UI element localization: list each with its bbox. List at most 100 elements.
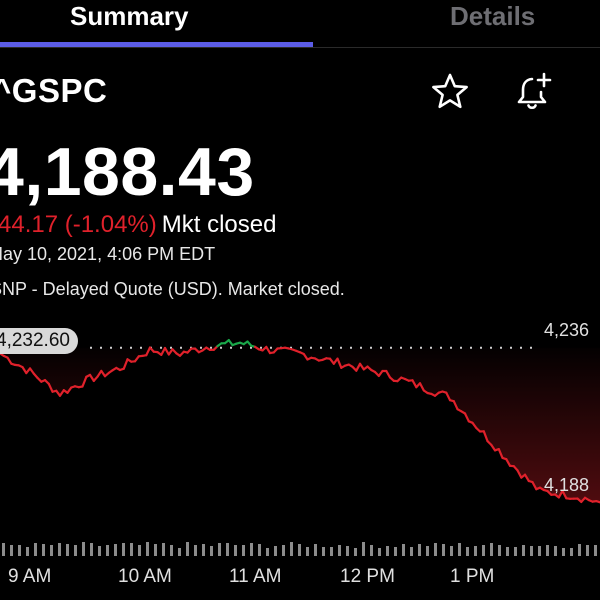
price-line-segment <box>81 375 88 388</box>
price-line-segment <box>122 358 129 370</box>
volume-bar <box>266 548 269 556</box>
tab-summary[interactable]: Summary <box>70 1 189 31</box>
volume-bar <box>42 544 45 556</box>
bell-plus-icon <box>517 72 552 110</box>
volume-bar <box>450 546 453 556</box>
volume-bar <box>322 547 325 556</box>
volume-bar <box>570 548 573 556</box>
volume-bar <box>98 546 101 556</box>
price-line-segment <box>523 473 530 483</box>
volume-bar <box>546 545 549 556</box>
current-price: 4,188.43 <box>0 134 255 210</box>
price-line-segment <box>160 346 167 357</box>
tab-details[interactable]: Details <box>450 1 536 31</box>
x-tick-label: 10 AM <box>118 566 172 587</box>
add-to-watchlist-button[interactable] <box>428 70 472 114</box>
volume-bar <box>242 545 245 556</box>
volume-bar <box>194 545 197 556</box>
volume-bar <box>354 548 357 556</box>
volume-bar <box>66 544 69 556</box>
volume-bar <box>290 542 293 556</box>
volume-bar <box>138 545 141 556</box>
volume-bar <box>458 543 461 556</box>
volume-bar <box>234 545 237 556</box>
price-line-segment <box>21 365 28 375</box>
volume-bar <box>474 546 477 556</box>
volume-bar <box>282 545 285 556</box>
volume-bar <box>530 546 533 556</box>
price-line-segment <box>516 469 523 479</box>
intraday-chart-plot <box>0 339 600 556</box>
volume-bar <box>226 543 229 556</box>
volume-bar <box>466 547 469 556</box>
quote-timestamp: May 10, 2021, 4:06 PM EDT <box>0 244 216 264</box>
price-line-segment <box>265 345 272 355</box>
volume-bar <box>386 546 389 556</box>
volume-bar <box>426 546 429 556</box>
volume-bar <box>514 547 517 556</box>
y-tick-label: 4,236 <box>544 320 590 340</box>
y-tick-label: 4,188 <box>544 475 590 495</box>
price-line-segment <box>163 346 170 356</box>
price-line-segment <box>490 443 497 452</box>
price-line-segment <box>445 391 452 402</box>
volume-bar <box>410 547 413 556</box>
volume-bar <box>554 546 557 556</box>
volume-bar <box>346 546 349 556</box>
volume-bar <box>434 543 437 556</box>
volume-bar <box>562 548 565 556</box>
x-tick-label: 1 PM <box>450 566 495 587</box>
price-line-segment <box>145 346 152 357</box>
volume-bar <box>378 548 381 556</box>
volume-bar <box>218 543 221 556</box>
price-line-segment <box>358 362 365 371</box>
x-tick-label: 9 AM <box>8 566 52 587</box>
volume-bar <box>330 547 333 556</box>
ticker-symbol: ^GSPC <box>0 72 108 109</box>
volume-bar <box>298 544 301 556</box>
previous-close-label: 4,232.60 <box>0 328 78 354</box>
volume-bar <box>106 545 109 556</box>
volume-bar <box>258 544 261 556</box>
intraday-chart[interactable]: 4,232.60 4,236 4,188 9 AM 10 AM 11 AM 12 PM… <box>0 310 600 600</box>
volume-bar <box>586 545 589 556</box>
volume-bar <box>506 547 509 556</box>
price-line-segment <box>463 412 470 423</box>
volume-bar <box>178 548 181 556</box>
volume-bar <box>90 543 93 556</box>
volume-bar <box>370 545 373 556</box>
price-line-segment <box>302 352 309 361</box>
volume-bar <box>162 543 165 556</box>
volume-bar <box>26 547 29 556</box>
volume-bar <box>82 542 85 556</box>
price-line-segment <box>355 362 362 372</box>
volume-bar <box>122 543 125 556</box>
volume-bar <box>130 543 133 556</box>
volume-bar <box>418 544 421 556</box>
price-line-segment <box>505 458 512 467</box>
price-change: -44.17 (-1.04%) <box>0 211 157 238</box>
volume-bar <box>202 544 205 556</box>
volume-bar <box>210 546 213 556</box>
price-line-segment <box>531 481 538 491</box>
volume-bar <box>306 547 309 556</box>
volume-bar <box>50 545 53 556</box>
tab-bar: Summary Details <box>0 0 600 48</box>
volume-bar <box>402 544 405 556</box>
volume-bar <box>538 546 541 556</box>
volume-bar <box>58 543 61 556</box>
volume-bar <box>522 545 525 556</box>
price-line-segment <box>58 389 65 397</box>
volume-bar <box>274 546 277 556</box>
volume-bar <box>490 543 493 556</box>
market-status: Mkt closed <box>161 211 277 238</box>
volume-bar <box>154 544 157 556</box>
price-line-segment <box>411 379 418 389</box>
price-line-segment <box>561 489 568 500</box>
price-line-segment <box>497 448 504 459</box>
price-change-row: -44.17 (-1.04%) Mkt closed <box>0 210 276 240</box>
price-line-segment <box>6 356 13 365</box>
volume-bar <box>34 543 37 556</box>
add-alert-button[interactable] <box>512 70 556 114</box>
active-tab-indicator <box>0 42 313 47</box>
